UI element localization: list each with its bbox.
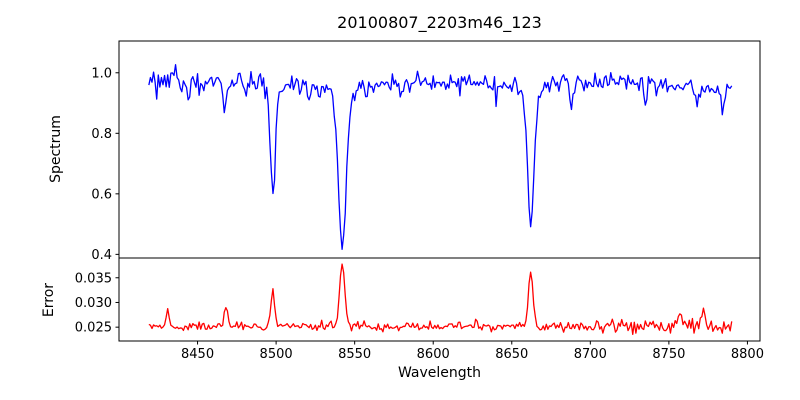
x-tick-label: 8600: [417, 347, 450, 362]
y-tick-label: 0.025: [75, 321, 112, 336]
y-tick-label: 0.8: [91, 127, 112, 142]
error-axes-box: [118, 257, 761, 342]
x-tick-label: 8800: [731, 347, 764, 362]
x-axis-label: Wavelength: [397, 365, 482, 381]
spectrum-line: [148, 64, 733, 251]
spectrum-axes-box: [118, 40, 761, 259]
error-y-axis-label: Error: [41, 282, 57, 318]
spectrum-y-axis-label: Spectrum: [48, 115, 64, 183]
y-tick-label: 1.0: [91, 66, 112, 81]
x-tick-label: 8650: [495, 347, 528, 362]
x-tick-label: 8750: [652, 347, 685, 362]
y-tick-label: 0.6: [91, 187, 112, 202]
y-tick-label: 0.030: [75, 296, 112, 311]
error-line: [148, 263, 733, 336]
plot-title: 20100807_2203m46_123: [337, 13, 542, 32]
x-tick-label: 8550: [338, 347, 371, 362]
y-tick-label: 0.035: [75, 271, 112, 286]
x-tick-label: 8500: [260, 347, 293, 362]
x-tick-label: 8700: [574, 347, 607, 362]
y-tick-label: 0.4: [91, 248, 112, 263]
x-tick-label: 8450: [181, 347, 214, 362]
